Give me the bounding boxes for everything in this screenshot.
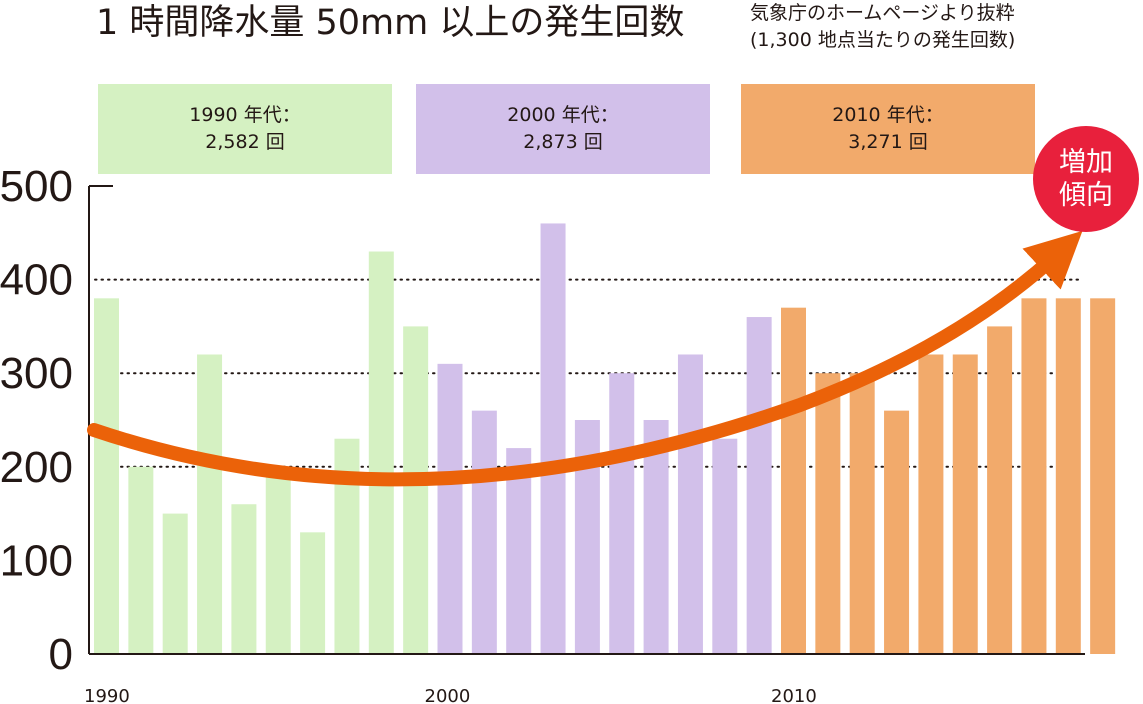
trend-arrow — [87, 230, 1083, 487]
source-note: 気象庁のホームページより抜粋 (1,300 地点当たりの発生回数) — [750, 0, 1015, 54]
decade-1990s-total: 2,582 回 — [205, 131, 285, 153]
bar-2016 — [987, 326, 1013, 654]
source-line-2: (1,300 地点当たりの発生回数) — [750, 29, 1016, 51]
bar-2003 — [540, 223, 566, 654]
badge-line-1: 増加 — [1059, 147, 1113, 178]
x-tick-label-2010: 2010 — [771, 686, 817, 704]
decade-2000s-box: 2000 年代： 2,873 回 — [416, 84, 710, 174]
y-tick-label-200: 200 — [0, 443, 73, 492]
y-tick-label-0: 0 — [49, 630, 73, 679]
x-tick-label-1990: 1990 — [84, 686, 130, 704]
decade-2010s-box: 2010 年代： 3,271 回 — [741, 84, 1035, 174]
bar-2011 — [815, 373, 841, 654]
bar-2010 — [781, 307, 806, 654]
bar-2009 — [746, 317, 772, 654]
bar-2000 — [437, 363, 463, 654]
bar-1995 — [265, 476, 291, 654]
bar-2014 — [918, 354, 944, 654]
bar-1993 — [197, 354, 223, 654]
bar-2019 — [1090, 298, 1116, 654]
bar-2002 — [506, 448, 532, 654]
y-tick-label-100: 100 — [0, 536, 73, 585]
bar-1999 — [403, 326, 429, 654]
decade-2010s-total: 3,271 回 — [848, 131, 928, 153]
bar-2015 — [952, 354, 978, 654]
bar-1992 — [162, 513, 188, 654]
x-tick-label-2000: 2000 — [425, 686, 471, 704]
bar-2008 — [712, 438, 738, 654]
decade-2000s-label: 2000 年代： — [507, 104, 619, 126]
decade-2000s-total: 2,873 回 — [523, 131, 603, 153]
bar-2017 — [1021, 298, 1047, 654]
bar-2013 — [884, 410, 910, 654]
badge-line-2: 傾向 — [1059, 180, 1113, 211]
y-tick-label-400: 400 — [0, 256, 73, 305]
decade-1990s-box: 1990 年代： 2,582 回 — [98, 84, 392, 174]
y-tick-label-300: 300 — [0, 349, 73, 398]
bar-2018 — [1055, 298, 1081, 654]
bar-2007 — [677, 354, 703, 654]
bar-1991 — [128, 466, 154, 654]
bar-2006 — [643, 420, 669, 654]
increasing-trend-badge: 増加 傾向 — [1033, 126, 1139, 232]
y-tick-label-500: 500 — [0, 162, 73, 211]
decade-2010s-label: 2010 年代： — [832, 104, 944, 126]
bar-1998 — [368, 251, 394, 654]
decade-1990s-label: 1990 年代： — [189, 104, 301, 126]
bar-2012 — [849, 373, 875, 654]
bar-2005 — [609, 373, 635, 654]
bar-2001 — [471, 410, 497, 654]
source-line-1: 気象庁のホームページより抜粋 — [750, 2, 1015, 24]
bar-1996 — [300, 532, 326, 654]
bar-1990 — [94, 298, 119, 654]
bar-1994 — [231, 504, 257, 654]
page-title: 1 時間降水量 50mm 以上の発生回数 — [96, 3, 685, 43]
